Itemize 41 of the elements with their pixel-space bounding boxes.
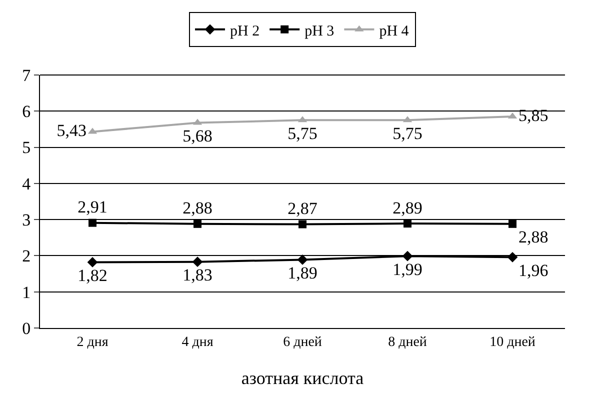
- point: [194, 220, 202, 228]
- data-label: 5,43: [56, 120, 86, 140]
- y-tick-label: 1: [22, 282, 31, 302]
- x-axis-title: азотная кислота: [241, 368, 364, 388]
- x-tick-label: 10 дней: [490, 334, 536, 350]
- y-tick-label: 7: [22, 66, 32, 85]
- data-label: 1,99: [392, 260, 422, 279]
- point: [87, 257, 98, 268]
- data-label: 1,96: [518, 260, 548, 280]
- legend-label: pH 2: [230, 23, 260, 40]
- y-tick-label: 4: [22, 174, 32, 194]
- legend-label: pH 4: [379, 23, 410, 40]
- data-label: 5,75: [392, 124, 422, 143]
- point: [404, 220, 412, 228]
- data-label: 1,89: [288, 263, 318, 282]
- x-tick-label: 8 дней: [388, 334, 428, 350]
- data-label: 1,82: [78, 266, 108, 285]
- point: [508, 220, 516, 228]
- x-tick-label: 6 дней: [283, 334, 322, 350]
- y-tick-label: 3: [22, 210, 31, 230]
- y-tick-label: 0: [22, 318, 31, 338]
- data-label: 2,87: [288, 199, 318, 218]
- data-label: 2,88: [518, 228, 548, 247]
- point: [297, 254, 308, 265]
- x-tick-label: 4 дня: [182, 334, 214, 350]
- data-label: 2,91: [78, 198, 108, 217]
- y-tick-label: 2: [22, 246, 31, 266]
- point: [192, 256, 203, 268]
- y-tick-label: 5: [22, 138, 31, 158]
- legend-label: pH 3: [304, 23, 334, 40]
- point: [88, 218, 96, 227]
- data-label: 2,89: [392, 198, 422, 218]
- x-tick-label: 2 дня: [76, 334, 109, 350]
- data-label: 1,83: [182, 266, 212, 285]
- data-label: 5,75: [288, 124, 318, 143]
- y-tick-label: 6: [22, 102, 31, 122]
- point: [402, 250, 413, 262]
- data-label: 5,68: [182, 126, 212, 146]
- data-label: 2,88: [182, 198, 212, 218]
- point: [298, 220, 306, 228]
- point: [507, 252, 518, 262]
